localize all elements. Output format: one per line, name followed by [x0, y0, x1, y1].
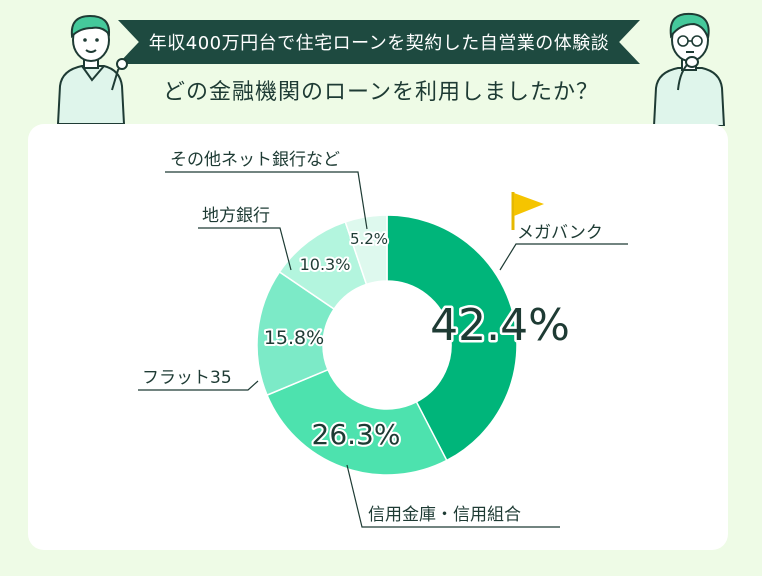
- category-label: フラット35: [142, 368, 232, 388]
- category-label: 地方銀行: [202, 206, 270, 226]
- donut-slice: [386, 214, 518, 462]
- donut-slice: [266, 368, 448, 476]
- left-person-illustration: [56, 14, 128, 124]
- leader-line-megabank: [499, 243, 628, 271]
- flag-icon: [511, 192, 544, 230]
- leader-line-shinkin: [346, 464, 560, 528]
- leader-line-flat35: [138, 380, 259, 391]
- survey-question: どの金融機関のローンを利用しましたか？: [163, 80, 599, 105]
- value-label: 15.8%: [264, 327, 324, 349]
- category-label: メガバンク: [517, 223, 603, 243]
- value-label: 5.2%: [350, 230, 388, 248]
- leader-line-chiho: [198, 227, 292, 271]
- value-label: 26.3%: [312, 418, 401, 451]
- right-person-illustration: [652, 12, 726, 126]
- donut-slice: [344, 214, 388, 286]
- category-label: その他ネット銀行など: [170, 150, 340, 170]
- value-label: 10.3%: [300, 255, 351, 274]
- value-label: 42.4%: [430, 300, 570, 351]
- category-label: 信用金庫・信用組合: [368, 505, 521, 525]
- chart-card: [28, 124, 728, 550]
- leader-line-other: [165, 171, 368, 230]
- title-banner: 年収400万円台で住宅ローンを契約した自営業の体験談: [118, 20, 640, 64]
- banner-title: 年収400万円台で住宅ローンを契約した自営業の体験談: [148, 33, 610, 54]
